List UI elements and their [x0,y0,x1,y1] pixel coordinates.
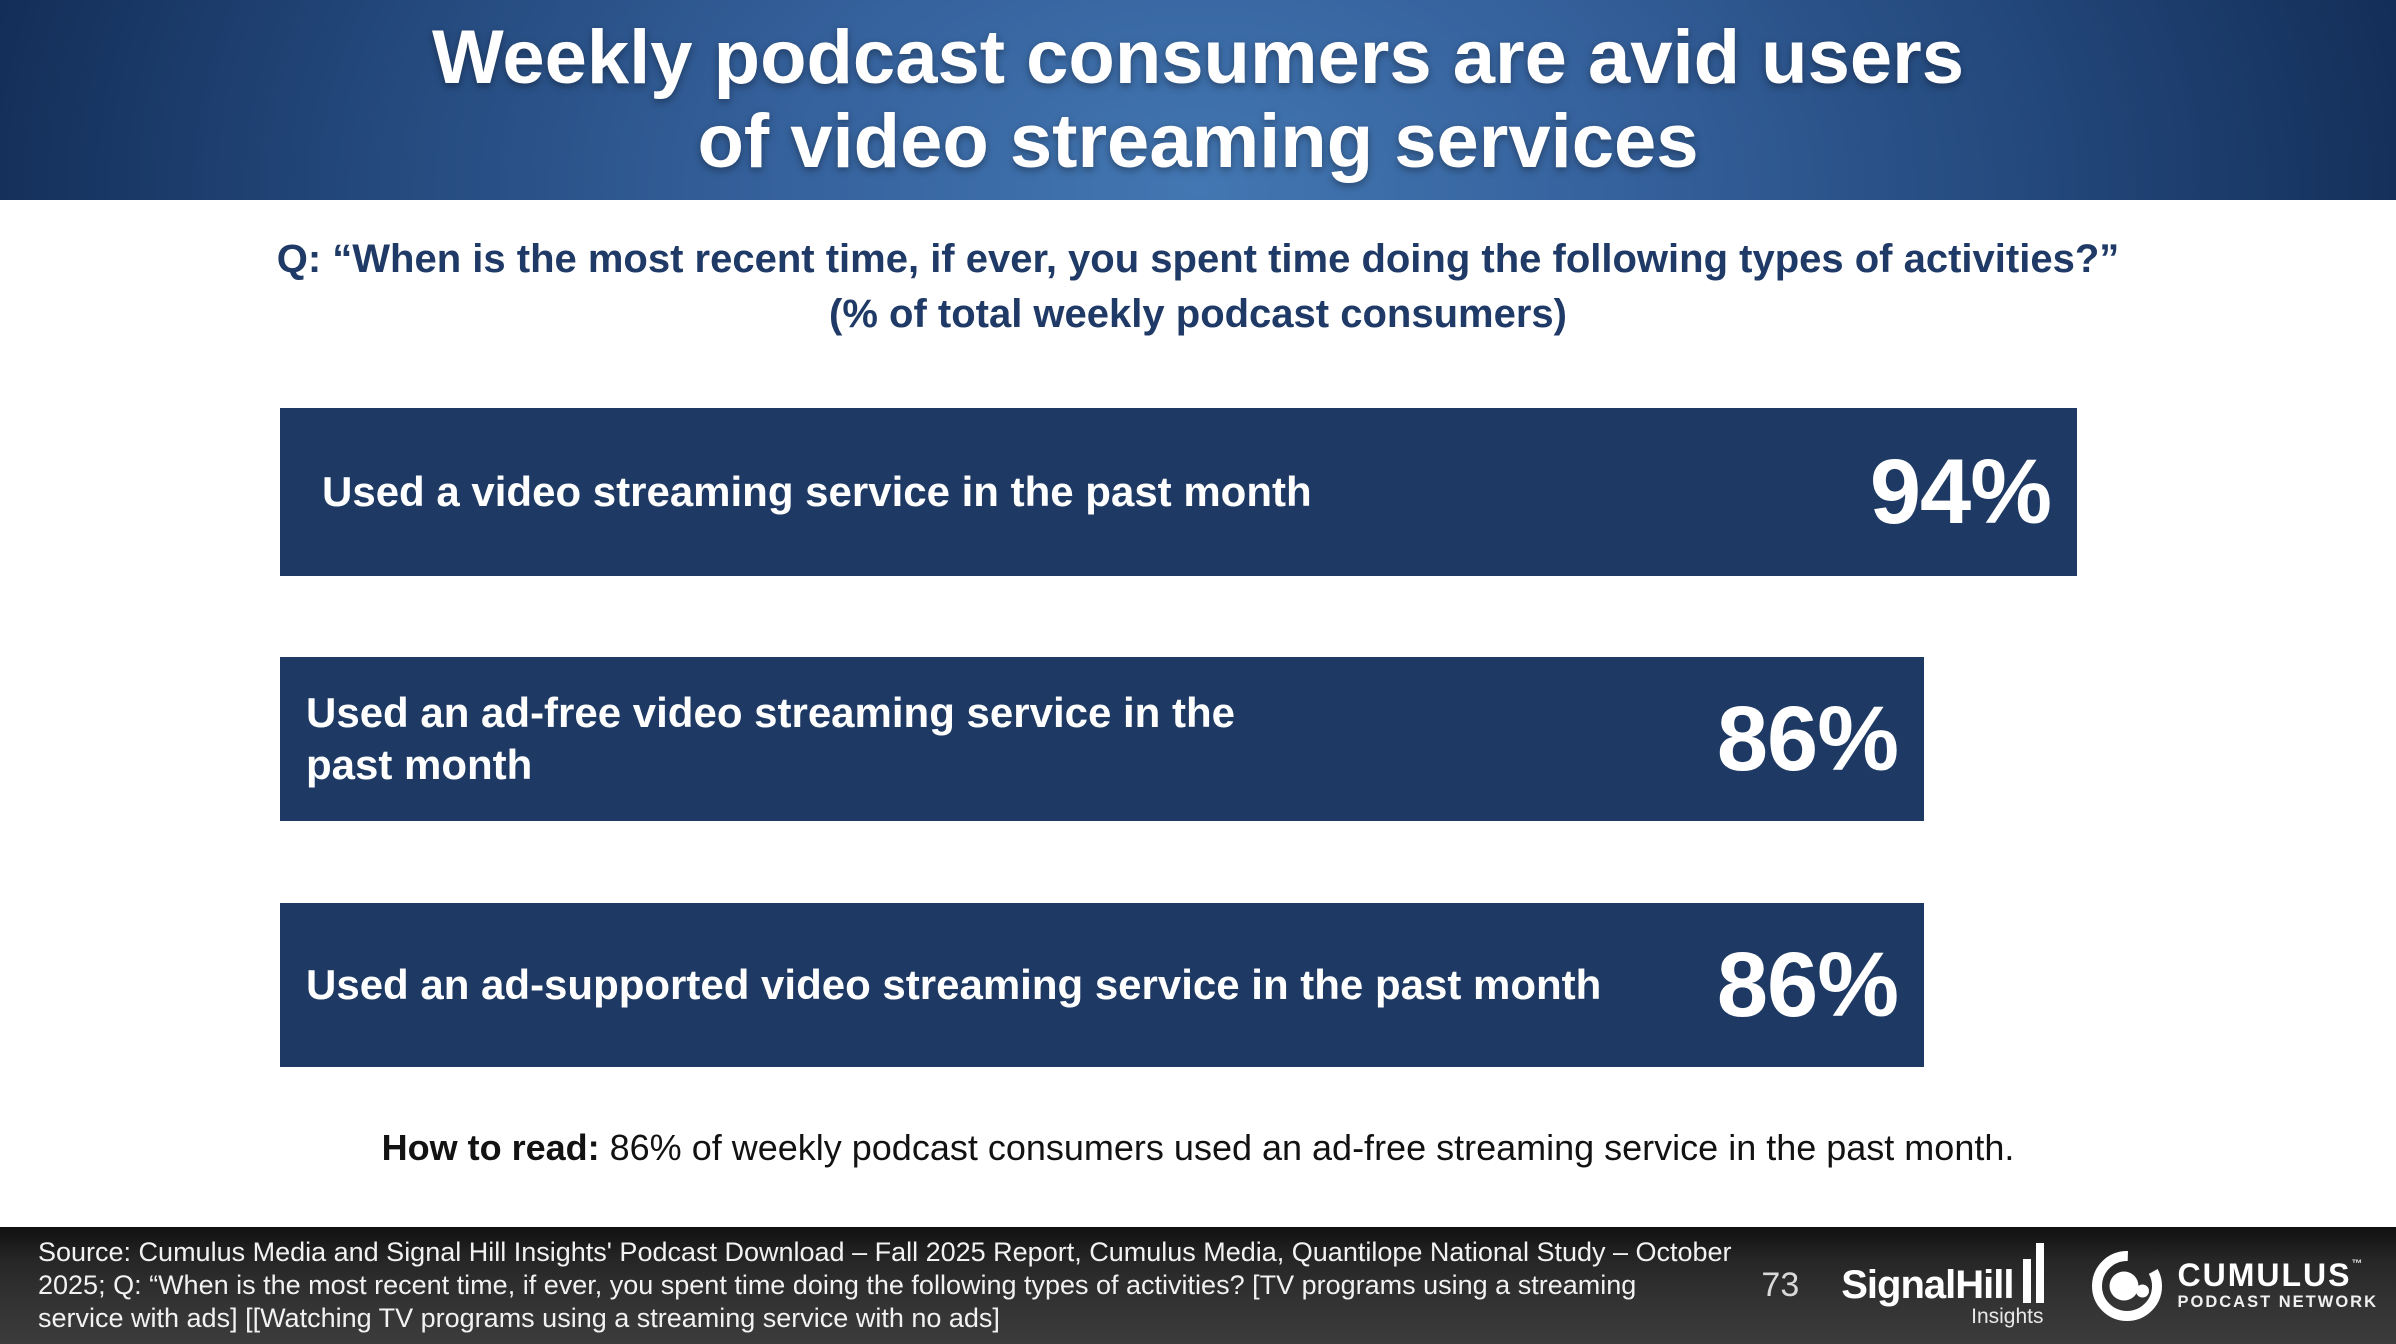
question-line-2: (% of total weekly podcast consumers) [829,292,1567,337]
bar-row-ad-supported-streaming: Used an ad-supported video streaming ser… [280,903,1924,1067]
bar-value: 86% [1716,933,1899,1036]
cumulus-wordmark: CUMULUS [2177,1257,2352,1294]
signalhill-logo: SignalHill Insights [1841,1242,2044,1329]
bar-label: Used an ad-free video streaming service … [306,688,1236,789]
page-number: 73 [1761,1266,1800,1304]
question-text: Q: “When is the most recent time, if eve… [0,232,2396,342]
how-to-read-label: How to read: [381,1127,600,1168]
trademark-mark: ™ [2351,1258,2365,1271]
cumulus-logo: CUMULUS™ PODCAST NETWORK [2090,1249,2379,1323]
footer-bar: Source: Cumulus Media and Signal Hill In… [0,1227,2396,1344]
bar-value: 94% [1869,440,2052,543]
question-line-1: Q: “When is the most recent time, if eve… [276,237,2120,281]
bar-row-video-streaming: Used a video streaming service in the pa… [280,408,2077,576]
cumulus-mark-icon [2091,1250,2162,1321]
source-line-1: Source: Cumulus Media and Signal Hill In… [38,1237,1732,1268]
header-band: Weekly podcast consumers are avid users … [0,0,2396,200]
source-line-3: service with ads] [[Watching TV programs… [38,1302,1000,1333]
bar-row-ad-free-streaming: Used an ad-free video streaming service … [280,657,1924,821]
source-text: Source: Cumulus Media and Signal Hill In… [38,1236,1732,1335]
signalhill-insights-label: Insights [1971,1304,2044,1328]
slide-title-line-2: of video streaming services [697,99,1699,184]
bar-label: Used a video streaming service in the pa… [322,467,1312,515]
how-to-read-text: 86% of weekly podcast consumers used an … [599,1127,2015,1168]
cumulus-podcast-network-label: PODCAST NETWORK [2177,1292,2378,1311]
signal-bars-icon [2018,1242,2044,1303]
how-to-read-note: How to read: 86% of weekly podcast consu… [0,1127,2396,1169]
signalhill-wordmark: SignalHill [1841,1262,2014,1307]
bar-label: Used an ad-supported video streaming ser… [306,960,1602,1008]
bar-value: 86% [1716,687,1899,790]
source-line-2: 2025; Q: “When is the most recent time, … [38,1270,1637,1301]
slide-title-line-1: Weekly podcast consumers are avid users [432,15,1964,101]
